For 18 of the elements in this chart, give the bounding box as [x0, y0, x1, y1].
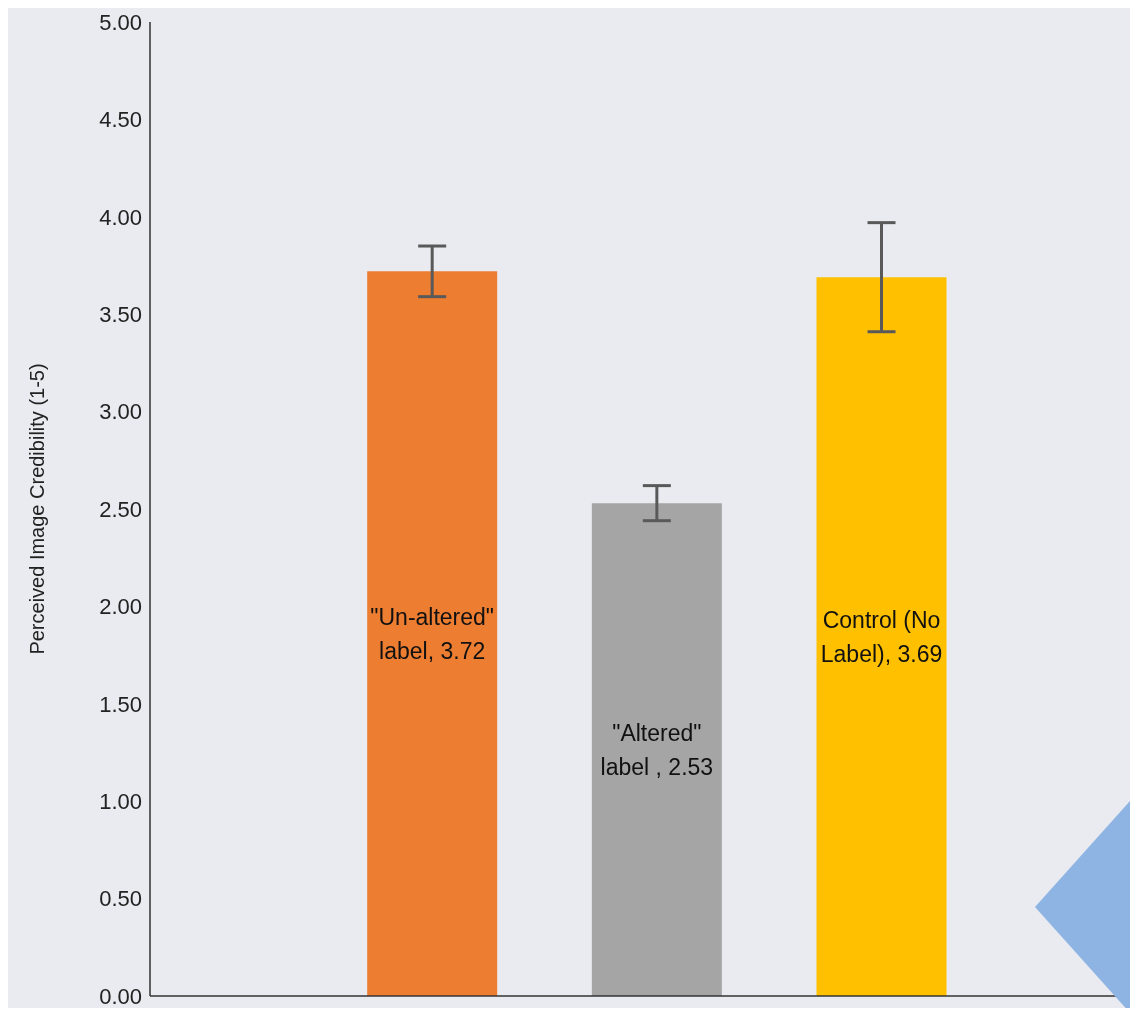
- y-tick-label: 4.50: [99, 107, 142, 133]
- data-label: Control (No Label), 3.69: [820, 606, 943, 667]
- y-tick-label: 2.50: [99, 496, 142, 522]
- y-tick-label: 0.50: [99, 886, 142, 912]
- y-tick-label: 1.50: [99, 691, 142, 717]
- y-tick-label: 4.00: [99, 204, 142, 230]
- data-label: "Altered" label , 2.53: [600, 719, 714, 780]
- y-tick-label: 3.50: [99, 302, 142, 328]
- bar: [816, 277, 947, 996]
- bar: [591, 503, 722, 996]
- y-tick-label: 0.00: [99, 983, 142, 1009]
- y-tick-label: 1.00: [99, 789, 142, 815]
- y-tick-label: 2.00: [99, 594, 142, 620]
- y-tick-label: 5.00: [99, 9, 142, 35]
- y-tick-label: 3.00: [99, 399, 142, 425]
- y-axis-title: Perceived Image Credibility (1-5): [26, 363, 49, 655]
- bar: [367, 271, 498, 996]
- data-label: "Un-altered" label, 3.72: [370, 603, 495, 664]
